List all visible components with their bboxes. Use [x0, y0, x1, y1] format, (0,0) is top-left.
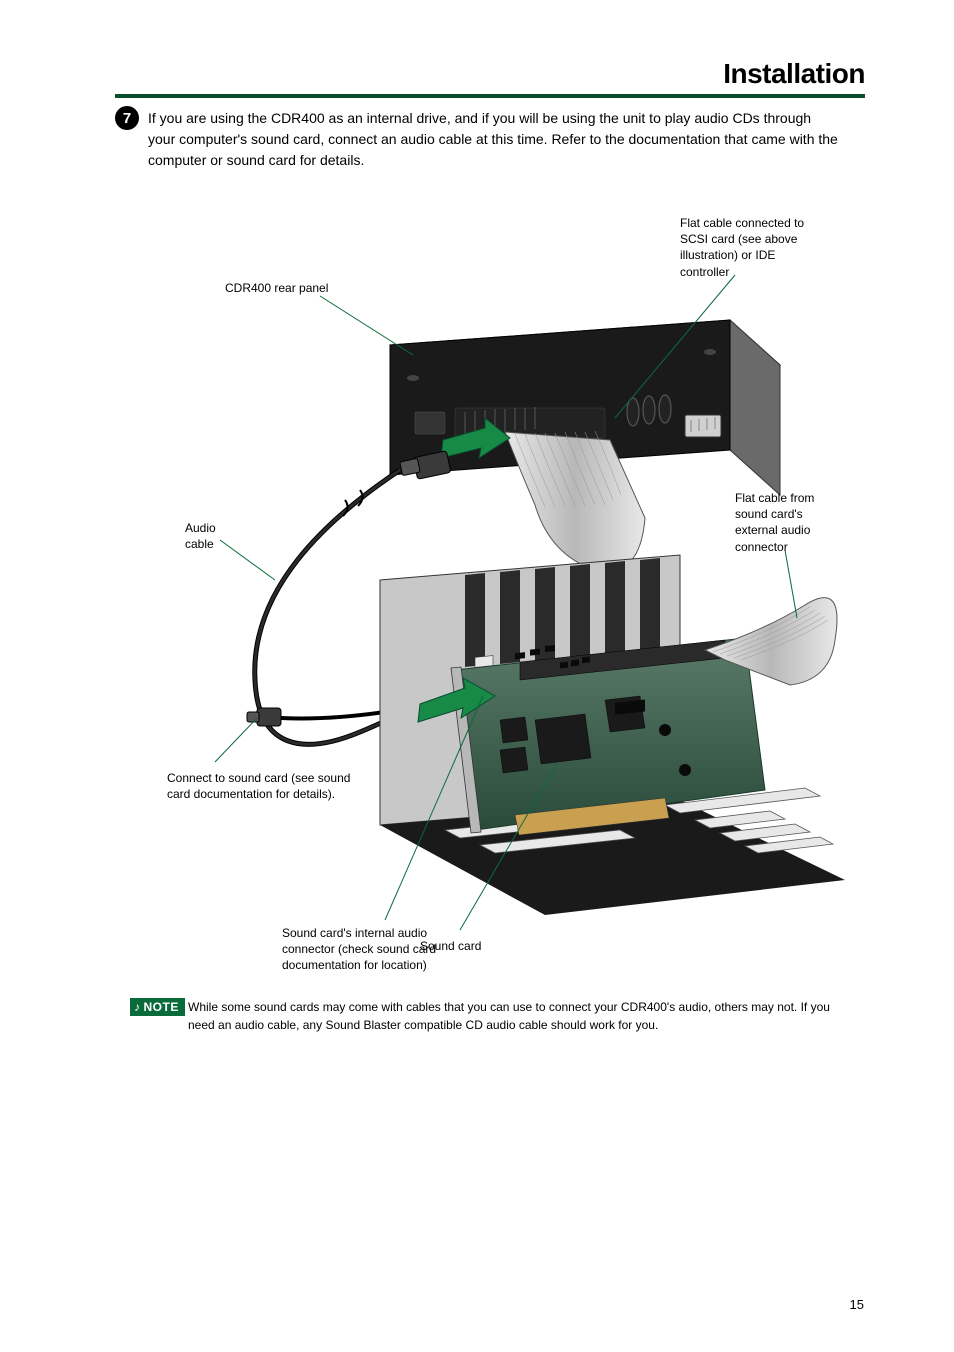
page-number: 15	[850, 1297, 864, 1312]
note-badge: ♪ NOTE	[130, 998, 185, 1016]
label-drive-rear: CDR400 rear panel	[225, 280, 328, 296]
note-body-text: While some sound cards may come with cab…	[188, 998, 838, 1034]
header-rule	[115, 94, 865, 98]
step-number-badge: 7	[115, 106, 139, 130]
label-connect-sound: Connect to sound card (see soundcard doc…	[167, 770, 397, 802]
label-flat-cable-sound: Flat cable fromsound card'sexternal audi…	[735, 490, 845, 555]
page-title: Installation	[115, 58, 865, 90]
label-sound-card: Sound card	[420, 938, 481, 954]
label-flat-cable-top: Flat cable connected toSCSI card (see ab…	[680, 215, 840, 280]
note-badge-text: NOTE	[144, 1000, 179, 1014]
music-note-icon: ♪	[134, 1000, 141, 1014]
label-audio-cable: Audiocable	[185, 520, 235, 552]
